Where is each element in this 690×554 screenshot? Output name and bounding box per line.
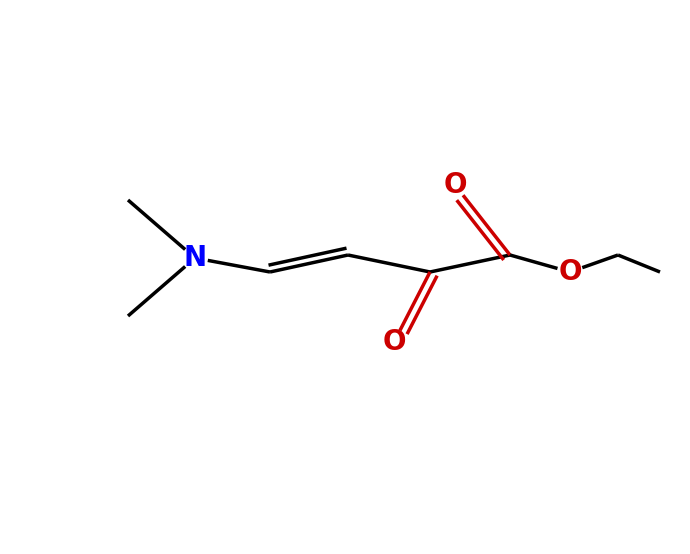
Text: O: O bbox=[558, 258, 582, 286]
Text: O: O bbox=[382, 328, 406, 356]
Text: O: O bbox=[443, 171, 466, 199]
Text: N: N bbox=[184, 244, 206, 272]
